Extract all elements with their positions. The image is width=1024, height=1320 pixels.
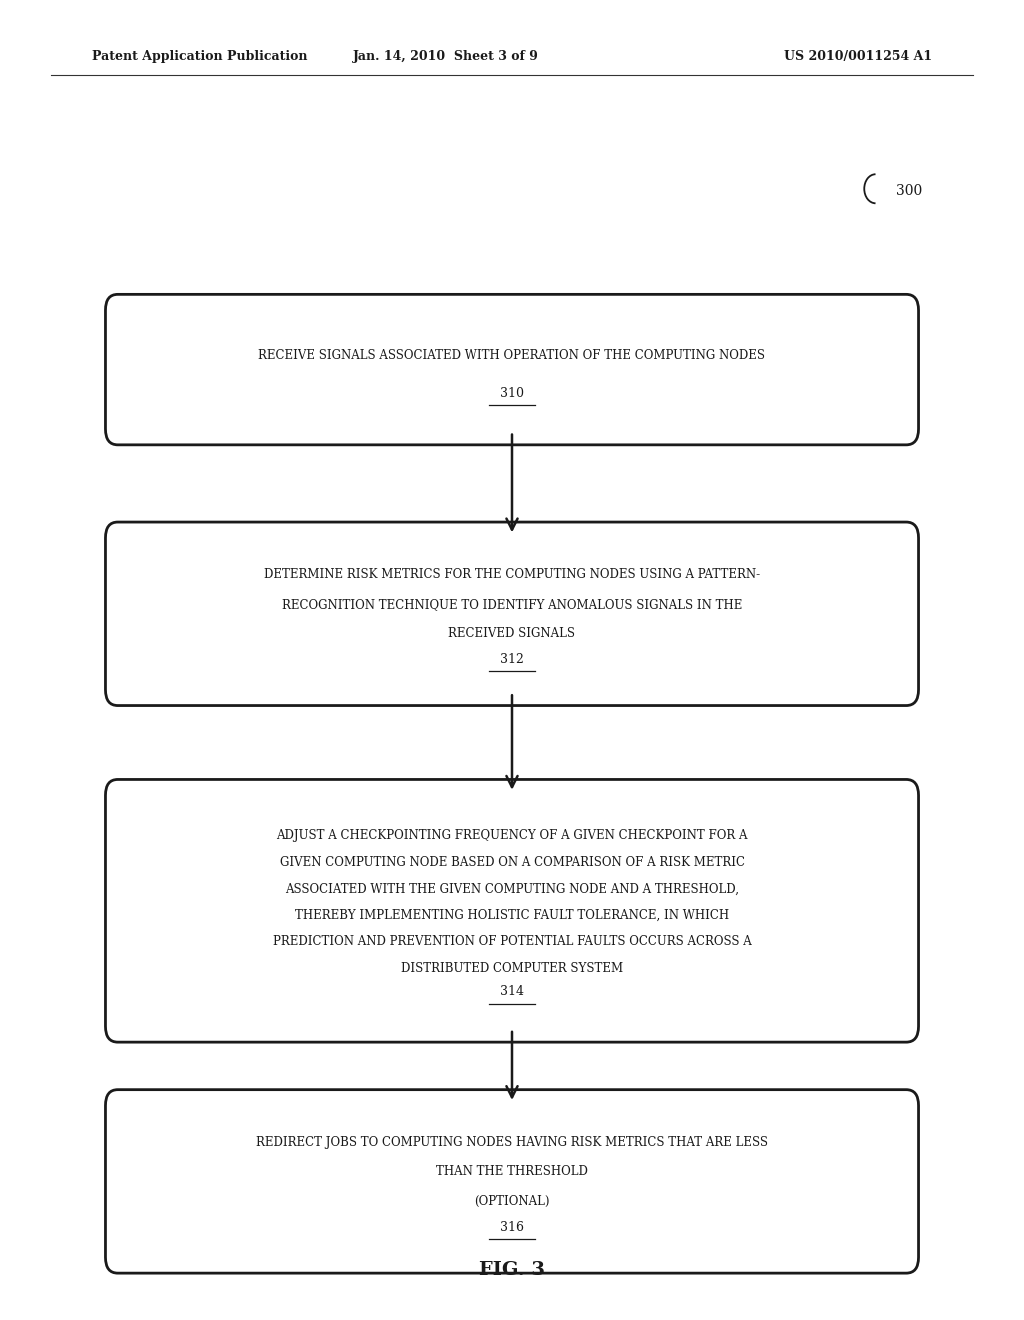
Text: 314: 314 xyxy=(500,986,524,998)
Text: ASSOCIATED WITH THE GIVEN COMPUTING NODE AND A THRESHOLD,: ASSOCIATED WITH THE GIVEN COMPUTING NODE… xyxy=(285,882,739,895)
Text: THAN THE THRESHOLD: THAN THE THRESHOLD xyxy=(436,1166,588,1179)
Text: THEREBY IMPLEMENTING HOLISTIC FAULT TOLERANCE, IN WHICH: THEREBY IMPLEMENTING HOLISTIC FAULT TOLE… xyxy=(295,909,729,921)
FancyBboxPatch shape xyxy=(105,521,919,705)
FancyBboxPatch shape xyxy=(105,294,919,445)
Text: FIG. 3: FIG. 3 xyxy=(479,1261,545,1279)
Text: (OPTIONAL): (OPTIONAL) xyxy=(474,1195,550,1208)
FancyBboxPatch shape xyxy=(105,779,919,1043)
Text: Jan. 14, 2010  Sheet 3 of 9: Jan. 14, 2010 Sheet 3 of 9 xyxy=(352,50,539,63)
Text: ADJUST A CHECKPOINTING FREQUENCY OF A GIVEN CHECKPOINT FOR A: ADJUST A CHECKPOINTING FREQUENCY OF A GI… xyxy=(276,829,748,842)
Text: US 2010/0011254 A1: US 2010/0011254 A1 xyxy=(783,50,932,63)
Text: RECEIVED SIGNALS: RECEIVED SIGNALS xyxy=(449,627,575,640)
Text: GIVEN COMPUTING NODE BASED ON A COMPARISON OF A RISK METRIC: GIVEN COMPUTING NODE BASED ON A COMPARIS… xyxy=(280,855,744,869)
Text: REDIRECT JOBS TO COMPUTING NODES HAVING RISK METRICS THAT ARE LESS: REDIRECT JOBS TO COMPUTING NODES HAVING … xyxy=(256,1137,768,1148)
Text: 310: 310 xyxy=(500,387,524,400)
Text: PREDICTION AND PREVENTION OF POTENTIAL FAULTS OCCURS ACROSS A: PREDICTION AND PREVENTION OF POTENTIAL F… xyxy=(272,936,752,948)
Text: Patent Application Publication: Patent Application Publication xyxy=(92,50,307,63)
Text: RECOGNITION TECHNIQUE TO IDENTIFY ANOMALOUS SIGNALS IN THE: RECOGNITION TECHNIQUE TO IDENTIFY ANOMAL… xyxy=(282,598,742,611)
FancyBboxPatch shape xyxy=(105,1090,919,1272)
Text: DISTRIBUTED COMPUTER SYSTEM: DISTRIBUTED COMPUTER SYSTEM xyxy=(401,962,623,975)
Text: 300: 300 xyxy=(896,185,923,198)
Text: 312: 312 xyxy=(500,653,524,667)
Text: 316: 316 xyxy=(500,1221,524,1234)
Text: RECEIVE SIGNALS ASSOCIATED WITH OPERATION OF THE COMPUTING NODES: RECEIVE SIGNALS ASSOCIATED WITH OPERATIO… xyxy=(258,350,766,362)
Text: DETERMINE RISK METRICS FOR THE COMPUTING NODES USING A PATTERN-: DETERMINE RISK METRICS FOR THE COMPUTING… xyxy=(264,569,760,581)
